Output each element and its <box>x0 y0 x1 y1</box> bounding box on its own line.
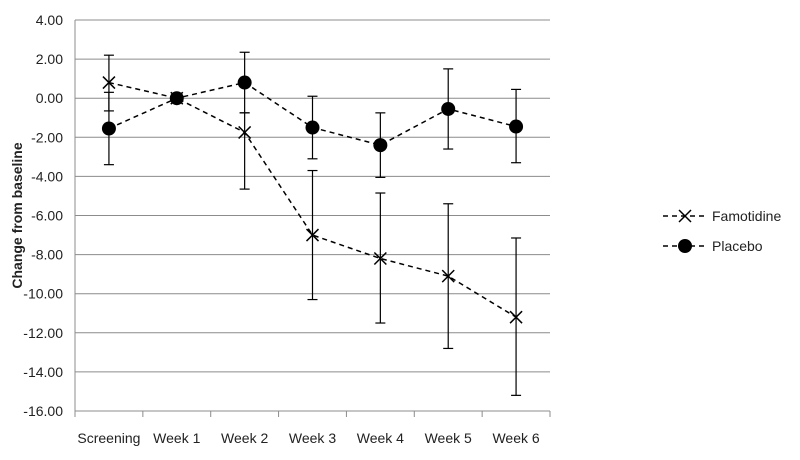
famotidine-point <box>238 125 252 139</box>
legend-marker <box>678 209 692 223</box>
marker-stroke <box>678 209 692 223</box>
x-tick-label: Week 2 <box>221 430 268 446</box>
placebo-point <box>237 75 252 90</box>
x-tick-label: Week 3 <box>289 430 336 446</box>
marker-stroke <box>102 76 116 90</box>
famotidine-point <box>509 310 523 324</box>
famotidine-point <box>373 251 387 266</box>
x-tick-label: Week 4 <box>357 430 404 446</box>
y-tick-label: -4.00 <box>31 168 63 184</box>
legend: Famotidine Placebo <box>663 208 781 254</box>
y-tick-label: -6.00 <box>31 208 63 224</box>
x-tick-label: Week 1 <box>153 430 200 446</box>
placebo-point <box>441 101 456 116</box>
legend-label: Placebo <box>712 238 763 254</box>
x-tick-label: Week 5 <box>425 430 472 446</box>
y-axis-tick-labels: 4.00 2.00 0.00 -2.00 -4.00 -6.00 -8.00 -10.00 -1… <box>23 12 63 419</box>
famotidine-error-bar <box>239 112 250 190</box>
placebo-point <box>169 91 184 106</box>
y-tick-label: -8.00 <box>31 247 63 263</box>
marker-stroke <box>509 310 523 324</box>
placebo-point <box>509 119 524 134</box>
famotidine-point <box>102 76 116 90</box>
series-placebo <box>101 51 524 178</box>
y-tick-label: 4.00 <box>36 12 63 28</box>
legend-marker <box>678 239 692 253</box>
marker-stroke <box>238 125 252 139</box>
marker-stroke <box>373 251 387 266</box>
y-tick-label: -16.00 <box>23 403 63 419</box>
y-tick-label: 2.00 <box>36 51 63 67</box>
y-tick-label: -12.00 <box>23 325 63 341</box>
y-tick-label: -14.00 <box>23 364 63 380</box>
y-tick-label: 0.00 <box>36 90 63 106</box>
legend-item-placebo: Placebo <box>663 238 763 254</box>
x-axis-tick-labels: Screening Week 1 Week 2 Week 3 Week 4 Week 5 W… <box>77 430 539 446</box>
famotidine-point <box>305 228 320 242</box>
placebo-point <box>101 121 116 136</box>
legend-item-famotidine: Famotidine <box>663 208 781 224</box>
x-tick-label: Screening <box>77 430 140 446</box>
marker-stroke <box>305 228 320 242</box>
y-tick-label: -10.00 <box>23 286 63 302</box>
y-tick-label: -2.00 <box>31 129 63 145</box>
legend-label: Famotidine <box>712 208 781 224</box>
series-layer <box>101 51 524 396</box>
placebo-point <box>305 120 320 135</box>
famotidine-point <box>441 269 455 283</box>
y-axis-title: Change from baseline <box>9 142 25 288</box>
marker-stroke <box>441 269 455 283</box>
x-tick-label: Week 6 <box>492 430 539 446</box>
axes <box>74 20 551 417</box>
placebo-point <box>373 138 388 153</box>
